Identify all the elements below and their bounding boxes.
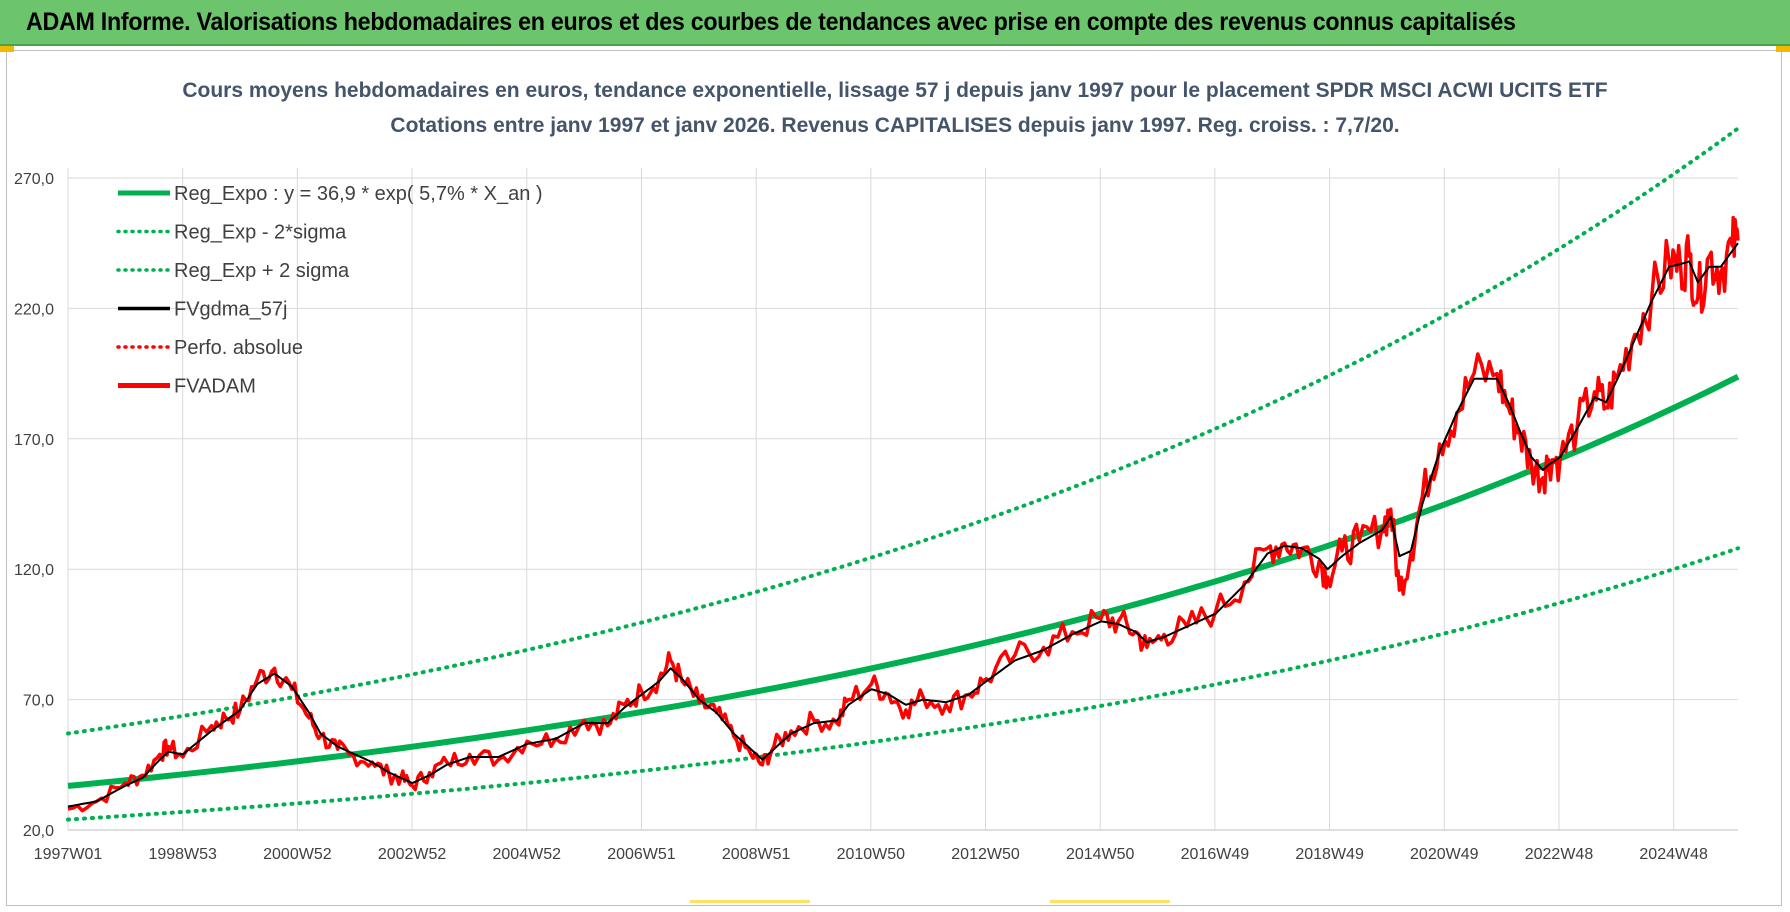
- x-tick-label: 2002W52: [378, 846, 447, 863]
- upper-sigma-band-line: [66, 126, 1740, 736]
- corner-marker: [1776, 46, 1790, 52]
- regression-line: [67, 374, 1740, 789]
- x-tick-label: 1998W53: [148, 846, 217, 863]
- report-title: ADAM Informe. Valorisations hebdomadaire…: [26, 8, 1516, 36]
- y-tick-label: 70,0: [23, 693, 54, 710]
- x-tick-label: 2022W48: [1525, 846, 1594, 863]
- y-tick-label: 20,0: [23, 823, 54, 840]
- y-tick-label: 270,0: [14, 171, 54, 188]
- x-tick-label: 2012W50: [951, 846, 1020, 863]
- plot-area: [66, 126, 1740, 822]
- y-tick-label: 220,0: [14, 301, 54, 318]
- series-line-fvadam: [67, 215, 1740, 813]
- series-line-fvgdma: [67, 242, 1739, 808]
- chart-title-line2: Cotations entre janv 1997 et janv 2026. …: [390, 114, 1399, 137]
- legend-label: Reg_Expo : y = 36,9 * exp( 5,7% * X_an ): [174, 183, 543, 205]
- x-axis-ticks: 1997W01 1998W53 2000W52 2002W52 2004W52 2006W…: [34, 846, 1708, 863]
- y-tick-label: 120,0: [14, 562, 54, 579]
- sheet-tab-marker: [1050, 900, 1170, 903]
- chart-legend: Reg_Expo : y = 36,9 * exp( 5,7% * X_an )…: [116, 183, 543, 398]
- legend-label: Perfo. absolue: [174, 337, 303, 359]
- legend-label: FVgdma_57j: [174, 299, 287, 321]
- legend-label: Reg_Exp - 2*sigma: [174, 222, 347, 244]
- y-tick-label: 170,0: [14, 432, 54, 449]
- x-tick-label: 2004W52: [493, 846, 562, 863]
- legend-label: Reg_Exp + 2 sigma: [174, 260, 350, 282]
- x-tick-label: 2018W49: [1295, 846, 1364, 863]
- chart-title-line1: Cours moyens hebdomadaires en euros, ten…: [182, 79, 1607, 102]
- chart-frame: [6, 50, 1782, 906]
- y-axis-ticks: 20,0 70,0 120,0 170,0 220,0 270,0: [14, 171, 54, 840]
- x-tick-label: 2020W49: [1410, 846, 1479, 863]
- lower-sigma-band-line: [66, 546, 1740, 822]
- sheet-tab-marker: [690, 900, 810, 903]
- x-tick-label: 2016W49: [1181, 846, 1250, 863]
- x-tick-label: 2010W50: [837, 846, 906, 863]
- x-tick-label: 2024W48: [1639, 846, 1708, 863]
- legend-label: FVADAM: [174, 376, 256, 398]
- x-tick-label: 2008W51: [722, 846, 791, 863]
- corner-marker: [0, 46, 14, 52]
- x-tick-label: 2000W52: [263, 846, 332, 863]
- x-tick-label: 2006W51: [607, 846, 676, 863]
- x-tick-label: 2014W50: [1066, 846, 1135, 863]
- x-tick-label: 1997W01: [34, 846, 103, 863]
- report-banner: ADAM Informe. Valorisations hebdomadaire…: [0, 0, 1790, 46]
